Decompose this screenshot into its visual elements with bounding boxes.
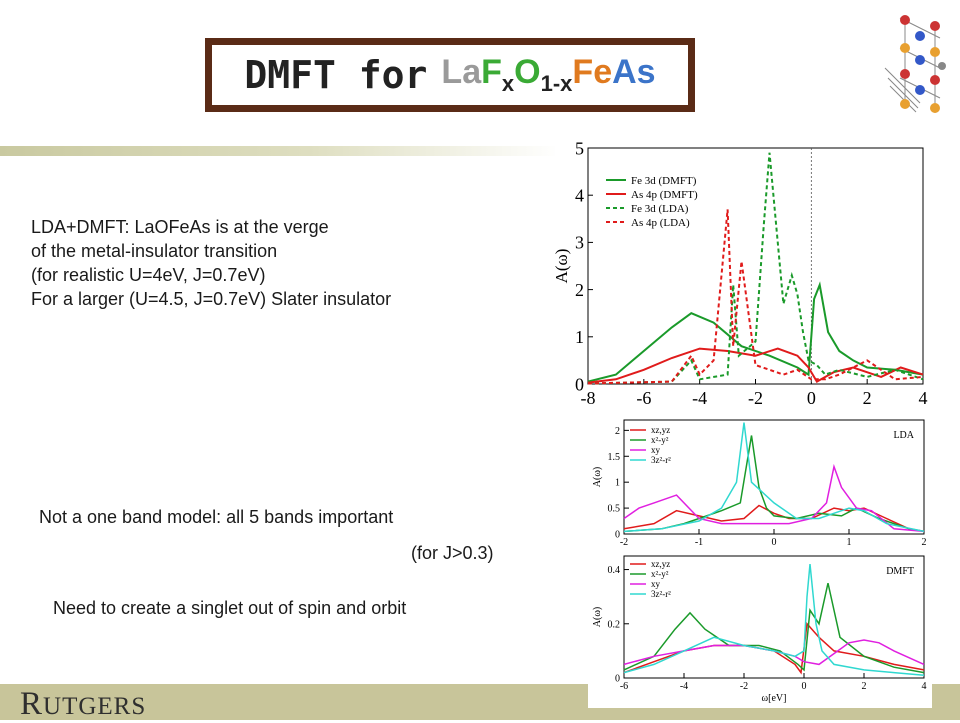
x-tick-label: 2 (922, 537, 927, 547)
legend-label: x²-y² (651, 569, 669, 579)
series-line (623, 435, 925, 533)
body-line: (for realistic U=4eV, J=0.7eV) (31, 265, 266, 285)
formula-part: O (514, 53, 541, 91)
series-line (587, 152, 924, 385)
x-tick-label: -2 (740, 681, 748, 692)
formula-part: L (441, 53, 463, 91)
x-tick-label: -6 (636, 388, 651, 408)
formula-part: A (612, 53, 637, 91)
legend-label: 3z²-r² (651, 589, 671, 599)
series-line (587, 347, 924, 384)
legend-label: xy (651, 579, 661, 589)
x-tick-label: 0 (802, 681, 807, 692)
plot-frame (623, 555, 925, 679)
y-tick-label: 3 (575, 233, 584, 253)
singlet-note: Need to create a singlet out of spin and… (53, 598, 407, 618)
legend-label: As 4p (DMFT) (631, 189, 698, 201)
y-tick-label: 2 (575, 280, 584, 300)
x-tick-label: 4 (919, 388, 928, 408)
formula-part: a (462, 53, 482, 91)
x-tick-label: -1 (695, 537, 703, 547)
body-line: LDA+DMFT: LaOFeAs is at the verge (31, 217, 329, 237)
dos-chart: -8 -6 -4 -2 0 2 4 0 1 2 3 4 5 A(ω) ω Fe 3d (DMFT) As 4p … (555, 140, 935, 412)
y-tick-label: 2 (615, 426, 620, 437)
y-tick-label: 1.5 (608, 452, 621, 463)
y-tick-label: 1 (575, 327, 584, 347)
title-frame: DMFT for LaFxO1-xFeAs (205, 38, 695, 112)
body-text: LDA+DMFT: LaOFeAs is at the verge of the… (31, 215, 391, 311)
y-tick-label: 0.4 (608, 565, 621, 576)
series-line (623, 422, 925, 533)
x-tick-label: -4 (692, 388, 707, 408)
slide-title: DMFT for LaFxO1-xFeAs (212, 45, 688, 105)
x-axis-label: ω (750, 408, 762, 412)
x-tick-label: 2 (863, 388, 872, 408)
x-tick-label: -6 (620, 681, 628, 692)
formula-part: F (572, 53, 594, 91)
band-note-1: Not a one band model: all 5 bands import… (39, 507, 394, 527)
x-axis-label: ω[eV] (762, 693, 787, 704)
legend-label: x²-y² (651, 435, 669, 445)
y-axis-label: A(ω) (555, 249, 571, 284)
series-line (623, 639, 925, 666)
legend-label: 3z²-r² (651, 455, 671, 465)
legend-label: xy (651, 445, 661, 455)
legend-label: Fe 3d (DMFT) (631, 175, 697, 187)
y-tick-label: 0.2 (608, 619, 621, 630)
y-axis-label: A(ω) (592, 607, 603, 627)
x-tick-label: 2 (862, 681, 867, 692)
x-tick-label: -2 (620, 537, 628, 547)
y-tick-label: 1 (615, 478, 620, 489)
x-tick-label: -2 (748, 388, 763, 408)
x-tick-label: 0 (772, 537, 777, 547)
series-line (623, 622, 925, 675)
panel-title: LDA (893, 430, 914, 441)
crystal-structure-icon (884, 15, 946, 113)
x-tick-label: -8 (581, 388, 596, 408)
panel-title: DMFT (886, 566, 914, 577)
legend-label: xz,yz (651, 425, 670, 435)
series-line (623, 564, 925, 677)
band-note-2: (for J>0.3) (411, 543, 494, 563)
formula-part: e (593, 53, 613, 91)
y-tick-label: 5 (575, 140, 584, 158)
decorative-band (0, 146, 560, 156)
series-line (587, 209, 924, 385)
body-line: For a larger (U=4.5, J=0.7eV) Slater ins… (31, 289, 392, 309)
title-prefix: DMFT for (244, 53, 428, 97)
y-tick-label: 4 (575, 186, 584, 206)
x-tick-label: -4 (680, 681, 688, 692)
legend-label: Fe 3d (LDA) (631, 203, 689, 215)
x-tick-label: 1 (847, 537, 852, 547)
formula-part: F (481, 53, 502, 91)
legend-label: xz,yz (651, 559, 670, 569)
series-line (587, 281, 924, 383)
rutgers-logo: RUTGERS (20, 686, 147, 722)
y-tick-label: 0 (615, 530, 620, 541)
lda-panel-svg: -2 -1 0 1 2 0 0.5 1 1.5 2 A(ω) LDA xz,yzx²-y²xy3z²-r… (592, 419, 927, 548)
x-tick-label: 4 (922, 681, 927, 692)
formula-part: s (636, 53, 656, 91)
x-tick-label: 0 (807, 388, 816, 408)
formula-part: 1-x (540, 71, 573, 96)
dmft-panel-svg: -6 -4 -2 0 2 4 0 0.2 0.4 A(ω) ω[eV] DMFT xz,yzx²-y²x… (592, 555, 927, 704)
series-line (623, 463, 925, 533)
y-tick-label: 0.5 (608, 504, 621, 515)
y-tick-label: 0 (575, 374, 584, 394)
orbital-panels: -2 -1 0 1 2 0 0.5 1 1.5 2 A(ω) LDA xz,yz x²-y² xy 3z²-r… (588, 412, 932, 708)
title-formula: LaFxO1-xFeAs (441, 53, 655, 97)
body-line: of the metal-insulator transition (31, 241, 278, 261)
formula-part: x (501, 71, 515, 96)
legend-label: As 4p (LDA) (631, 217, 690, 229)
dos-chart-svg: -8 -6 -4 -2 0 2 4 0 1 2 3 4 5 A(ω) ω Fe 3d (DMFT) As 4p … (555, 140, 928, 412)
y-tick-label: 0 (615, 674, 620, 685)
y-axis-label: A(ω) (592, 467, 603, 487)
